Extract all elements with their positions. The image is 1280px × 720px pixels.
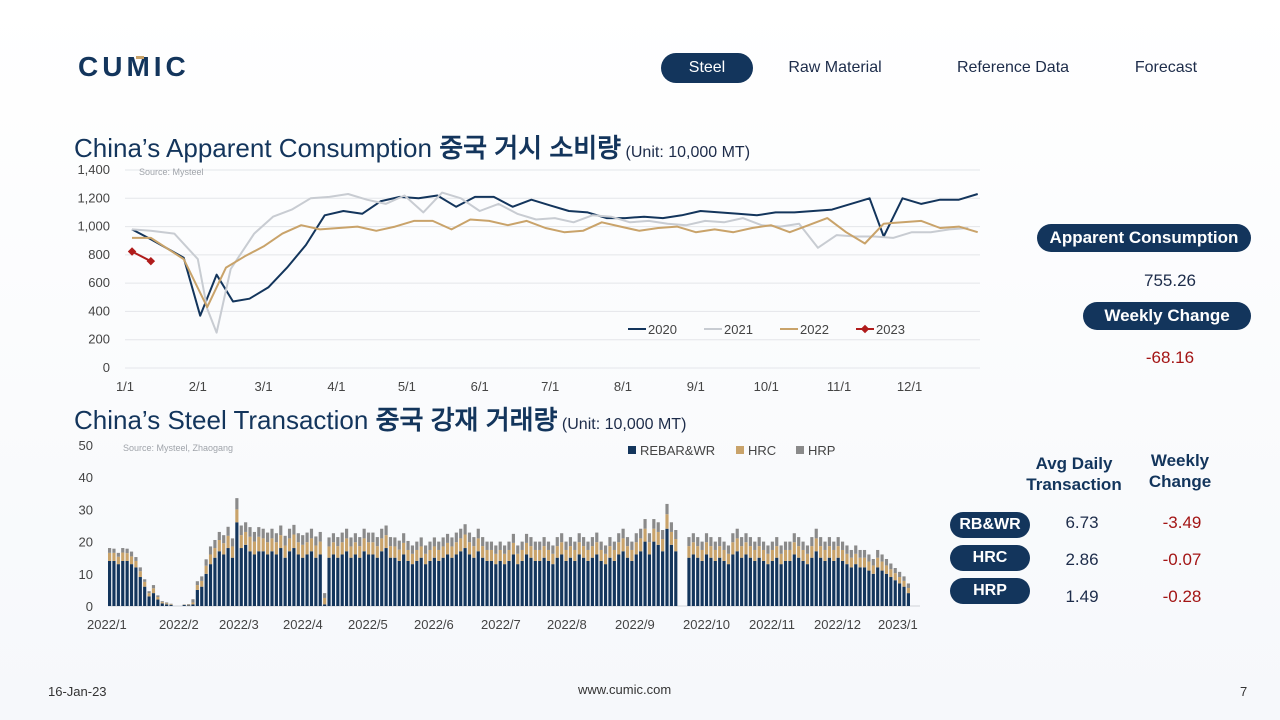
chart1-x-tick: 5/1 — [398, 379, 416, 394]
chart1-x-tick: 12/1 — [897, 379, 922, 394]
consumption-title-unit: (Unit: 10,000 MT) — [621, 144, 751, 161]
row-avg-hrc: 2.86 — [1065, 550, 1099, 569]
nav-tab-forecast[interactable]: Forecast — [1134, 59, 1198, 76]
consumption-title-en: China’s Apparent Consumption — [74, 133, 440, 163]
nav-tab-steel[interactable]: Steel — [661, 53, 753, 83]
chart1-y-tick: 200 — [88, 332, 110, 347]
apparent-consumption-label: Apparent Consumption — [1037, 224, 1251, 252]
series-line-2023 — [131, 250, 152, 263]
transaction-chart-title: China’s Steel Transaction 중국 강재 거래량 (Uni… — [74, 400, 686, 437]
weekly-change-label: Weekly Change — [1083, 302, 1251, 330]
series-point-2023 — [127, 247, 137, 256]
series-line-2021 — [131, 191, 969, 334]
main-nav: Steel Raw Material Reference Data Foreca… — [0, 53, 1280, 83]
nav-tab-raw-material[interactable]: Raw Material — [788, 59, 882, 76]
chart1-x-tick: 3/1 — [255, 379, 273, 394]
legend-marker-2023 — [860, 324, 870, 334]
chart1-x-tick: 1/1 — [116, 379, 134, 394]
weekly-change-value: -68.16 — [1145, 348, 1195, 367]
chart1-x-tick: 8/1 — [614, 379, 632, 394]
row-avg-hrp: 1.49 — [1065, 587, 1099, 606]
row-avg-rbwr: 6.73 — [1065, 513, 1099, 532]
chart1-x-tick: 2/1 — [189, 379, 207, 394]
nav-tab-reference-data[interactable]: Reference Data — [956, 59, 1070, 76]
chart1-x-tick: 10/1 — [754, 379, 779, 394]
chart1-y-tick: 400 — [88, 303, 110, 318]
row-change-rbwr: -3.49 — [1162, 513, 1202, 532]
footer-url[interactable]: www.cumic.com — [578, 682, 672, 697]
legend-label-2023: 2023 — [876, 322, 905, 337]
transaction-title-en: China’s Steel Transaction — [74, 405, 376, 435]
legend-label-2020: 2020 — [648, 322, 677, 337]
cumic-logo: CUMIC — [78, 52, 190, 82]
consumption-chart-title: China’s Apparent Consumption 중국 거시 소비량 (… — [74, 128, 750, 165]
legend-label-2021: 2021 — [724, 322, 753, 337]
row-label-rbwr: RB&WR — [950, 512, 1030, 538]
series-line-2020 — [131, 193, 978, 317]
footer-page-number: 7 — [1240, 684, 1248, 699]
consumption-title-kor: 중국 거시 소비량 — [439, 133, 622, 163]
chart1-y-tick: 1,000 — [77, 219, 110, 234]
row-label-hrc: HRC — [950, 545, 1030, 571]
row-label-hrp: HRP — [950, 578, 1030, 604]
apparent-consumption-value: 755.26 — [1144, 271, 1196, 290]
series-point-2023 — [146, 256, 156, 266]
chart1-source: Source: Mysteel — [139, 167, 204, 177]
row-change-hrp: -0.28 — [1162, 587, 1202, 606]
legend-label-2022: 2022 — [800, 322, 829, 337]
chart1-x-tick: 7/1 — [541, 379, 559, 394]
chart1-y-tick: 800 — [88, 247, 110, 262]
chart1-y-tick: 1,400 — [77, 162, 110, 177]
transaction-title-unit: (Unit: 10,000 MT) — [557, 416, 687, 433]
footer-date: 16-Jan-23 — [48, 684, 107, 699]
row-change-hrc: -0.07 — [1162, 550, 1202, 569]
weekly-change-header: Weekly Change — [1148, 451, 1212, 491]
chart1-y-tick: 0 — [103, 360, 110, 375]
chart1-x-tick: 6/1 — [471, 379, 489, 394]
chart1-x-tick: 4/1 — [327, 379, 345, 394]
transaction-title-kor: 중국 강재 거래량 — [375, 405, 558, 435]
chart1-y-tick: 1,200 — [77, 190, 110, 205]
avg-daily-transaction-header: Avg Daily Transaction — [1026, 454, 1122, 494]
chart1-x-tick: 9/1 — [687, 379, 705, 394]
chart1-x-tick: 11/1 — [827, 379, 851, 394]
series-line-2022 — [132, 217, 978, 309]
chart1-y-tick: 600 — [88, 275, 110, 290]
svg-text:CUMIC: CUMIC — [78, 52, 190, 82]
